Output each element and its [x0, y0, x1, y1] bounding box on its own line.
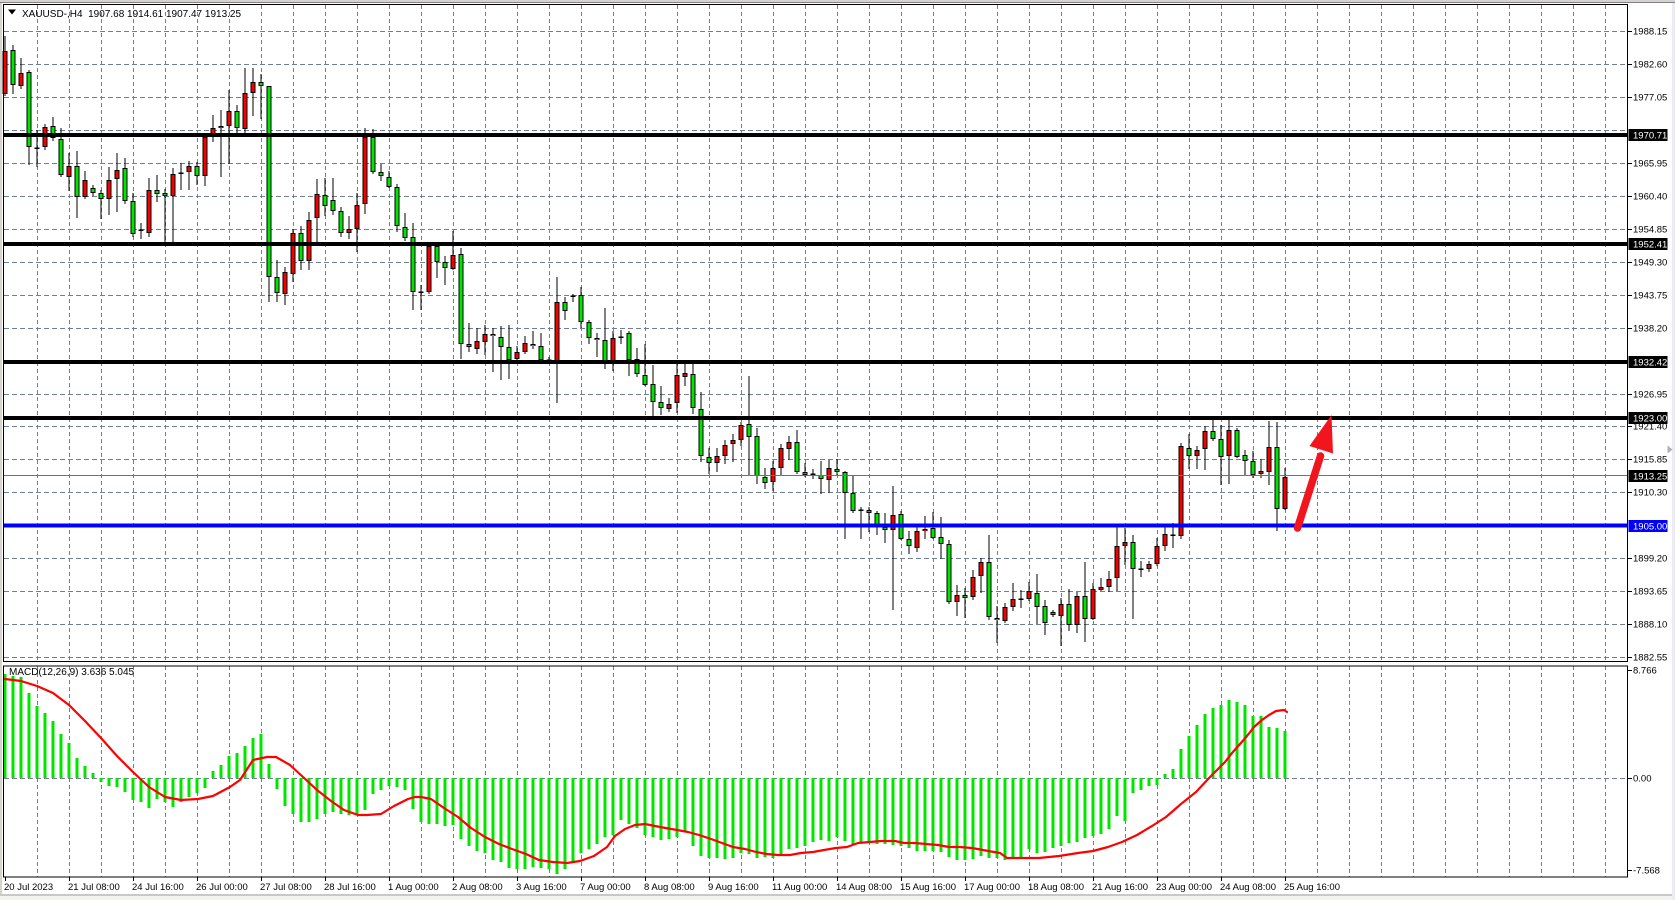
svg-text:1982.60: 1982.60	[1633, 60, 1667, 71]
svg-text:1938.20: 1938.20	[1633, 324, 1667, 335]
svg-text:1913.25: 1913.25	[1633, 472, 1667, 483]
svg-text:8 Aug 08:00: 8 Aug 08:00	[644, 882, 695, 893]
svg-text:0.00: 0.00	[1633, 774, 1652, 785]
svg-text:-7.568: -7.568	[1633, 866, 1660, 877]
svg-text:1905.00: 1905.00	[1633, 522, 1667, 533]
svg-text:18 Aug 08:00: 18 Aug 08:00	[1028, 882, 1084, 893]
svg-text:XAUUSD-,H4 1907.68 1914.61 19: XAUUSD-,H4 1907.68 1914.61 1907.47 1913.…	[22, 9, 241, 20]
svg-text:7 Aug 00:00: 7 Aug 00:00	[580, 882, 631, 893]
svg-text:1926.95: 1926.95	[1633, 390, 1667, 401]
svg-text:27 Jul 08:00: 27 Jul 08:00	[260, 882, 312, 893]
svg-text:1893.65: 1893.65	[1633, 587, 1667, 598]
svg-text:1888.10: 1888.10	[1633, 620, 1667, 631]
svg-text:21 Jul 08:00: 21 Jul 08:00	[68, 882, 120, 893]
svg-text:1910.30: 1910.30	[1633, 488, 1667, 499]
svg-text:1954.85: 1954.85	[1633, 225, 1667, 236]
svg-text:1921.40: 1921.40	[1633, 422, 1667, 433]
svg-text:17 Aug 00:00: 17 Aug 00:00	[964, 882, 1020, 893]
svg-text:14 Aug 08:00: 14 Aug 08:00	[836, 882, 892, 893]
svg-text:24 Jul 16:00: 24 Jul 16:00	[132, 882, 184, 893]
svg-text:2 Aug 08:00: 2 Aug 08:00	[452, 882, 503, 893]
svg-text:1932.42: 1932.42	[1633, 358, 1667, 369]
svg-text:1952.41: 1952.41	[1633, 240, 1667, 251]
svg-text:1970.71: 1970.71	[1633, 131, 1667, 142]
svg-text:1977.05: 1977.05	[1633, 93, 1667, 104]
svg-text:3 Aug 16:00: 3 Aug 16:00	[516, 882, 567, 893]
svg-text:1949.30: 1949.30	[1633, 258, 1667, 269]
svg-text:1988.15: 1988.15	[1633, 27, 1667, 38]
svg-text:28 Jul 16:00: 28 Jul 16:00	[324, 882, 376, 893]
svg-text:23 Aug 00:00: 23 Aug 00:00	[1156, 882, 1212, 893]
svg-text:1899.20: 1899.20	[1633, 554, 1667, 565]
svg-text:20 Jul 2023: 20 Jul 2023	[4, 882, 53, 893]
svg-text:9 Aug 16:00: 9 Aug 16:00	[708, 882, 759, 893]
svg-text:1 Aug 00:00: 1 Aug 00:00	[388, 882, 439, 893]
svg-text:15 Aug 16:00: 15 Aug 16:00	[900, 882, 956, 893]
svg-text:8.766: 8.766	[1633, 666, 1657, 677]
svg-text:25 Aug 16:00: 25 Aug 16:00	[1284, 882, 1340, 893]
svg-text:24 Aug 08:00: 24 Aug 08:00	[1220, 882, 1276, 893]
svg-text:11 Aug 00:00: 11 Aug 00:00	[772, 882, 827, 893]
svg-text:1965.95: 1965.95	[1633, 159, 1667, 170]
svg-text:1923.00: 1923.00	[1633, 414, 1667, 425]
svg-text:1882.55: 1882.55	[1633, 653, 1667, 664]
svg-text:21 Aug 16:00: 21 Aug 16:00	[1092, 882, 1148, 893]
svg-text:1960.40: 1960.40	[1633, 192, 1667, 203]
svg-text:MACD(12,26,9) 3.636 5.045: MACD(12,26,9) 3.636 5.045	[9, 667, 135, 678]
svg-text:26 Jul 00:00: 26 Jul 00:00	[196, 882, 248, 893]
svg-text:1915.85: 1915.85	[1633, 455, 1667, 466]
svg-text:1943.75: 1943.75	[1633, 291, 1667, 302]
